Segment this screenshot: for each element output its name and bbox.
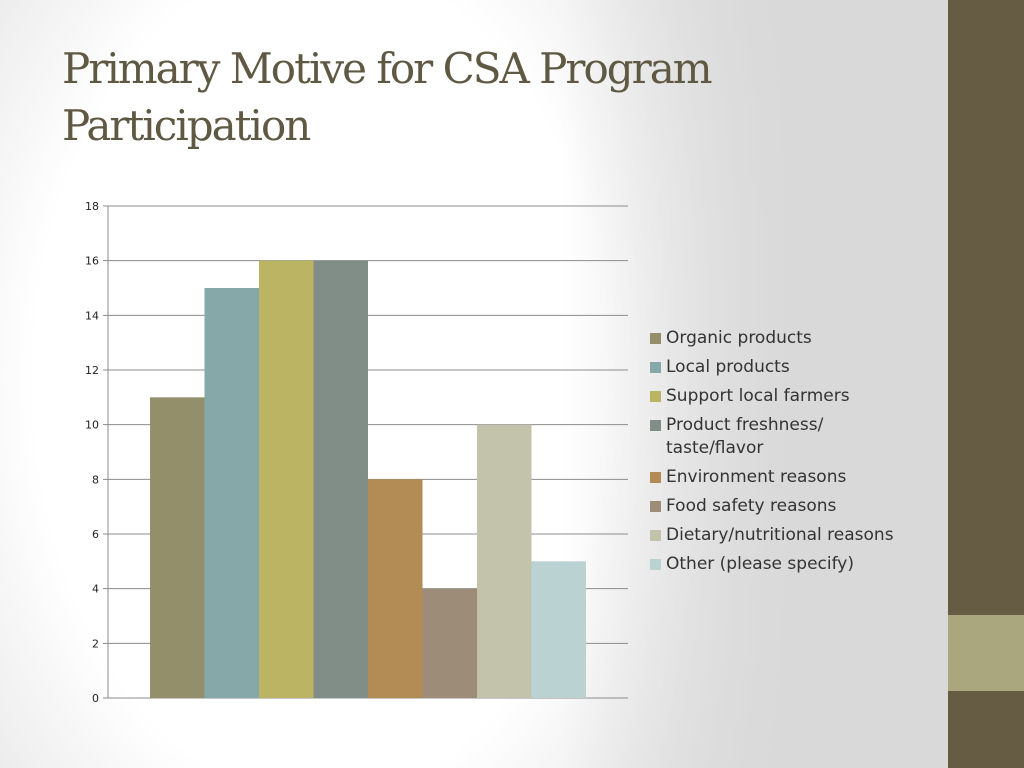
legend-label: Local products (666, 357, 790, 377)
legend-item: Other (please specify) (650, 553, 910, 576)
legend-item: Product freshness/ taste/flavor (650, 414, 910, 460)
legend-swatch (650, 420, 661, 431)
y-tick-label: 10 (85, 419, 99, 432)
bar-1 (150, 397, 205, 698)
legend-item: Environment reasons (650, 466, 910, 489)
legend-label: Product freshness/ taste/flavor (666, 415, 824, 458)
legend-label: Support local farmers (666, 386, 850, 406)
bar-4 (313, 260, 368, 698)
chart-bars (150, 260, 586, 698)
y-tick-label: 16 (85, 255, 99, 268)
y-tick-label: 12 (85, 364, 99, 377)
y-tick-label: 18 (85, 200, 99, 213)
legend-item: Support local farmers (650, 385, 910, 408)
legend-swatch (650, 472, 661, 483)
bar-7 (477, 424, 532, 698)
legend-swatch (650, 333, 661, 344)
y-tick-label: 6 (92, 528, 99, 541)
legend-swatch (650, 362, 661, 373)
legend-item: Dietary/nutritional reasons (650, 524, 910, 547)
bar-5 (368, 479, 423, 698)
slide-title: Primary Motive for CSA Program Participa… (62, 44, 713, 150)
legend-item: Local products (650, 356, 910, 379)
legend-label: Food safety reasons (666, 496, 837, 516)
bar-6 (422, 588, 477, 698)
y-tick-label: 14 (85, 309, 99, 322)
bar-2 (204, 288, 259, 698)
bar-8 (531, 561, 586, 698)
chart-y-axis: 0 2 4 6 8 10 12 14 16 18 (85, 200, 109, 705)
legend-label: Environment reasons (666, 467, 847, 487)
chart-legend: Organic products Local products Support lo… (650, 327, 910, 582)
y-tick-label: 4 (92, 583, 99, 596)
legend-swatch (650, 501, 661, 512)
legend-item: Organic products (650, 327, 910, 350)
bar-3 (259, 260, 314, 698)
legend-label: Dietary/nutritional reasons (666, 525, 894, 545)
background-gradient (560, 0, 948, 768)
legend-label: Other (please specify) (666, 554, 854, 574)
legend-swatch (650, 559, 661, 570)
y-tick-label: 2 (92, 637, 99, 650)
legend-swatch (650, 391, 661, 402)
y-tick-label: 8 (92, 473, 99, 486)
legend-item: Food safety reasons (650, 495, 910, 518)
legend-label: Organic products (666, 328, 812, 348)
y-tick-label: 0 (92, 692, 99, 705)
side-bar-accent (948, 615, 1024, 691)
legend-swatch (650, 530, 661, 541)
